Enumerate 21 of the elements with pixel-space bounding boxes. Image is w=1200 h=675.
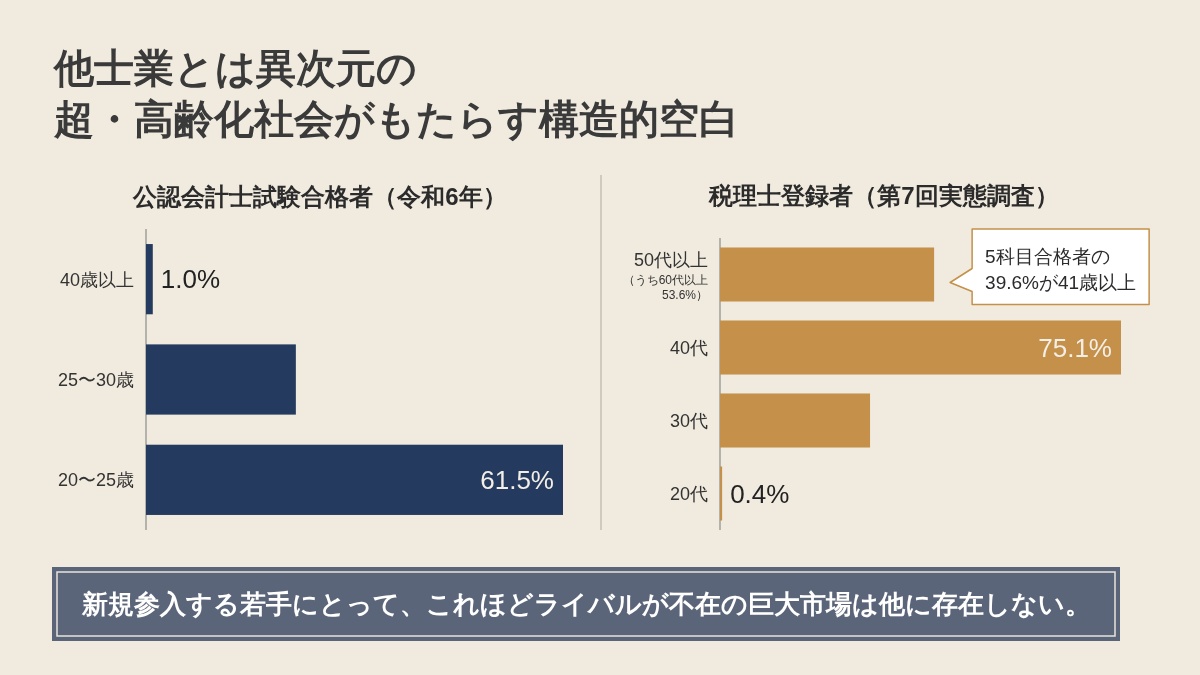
data-label: 75.1%: [1038, 332, 1112, 363]
y-tick-label: 40歳以上: [59, 269, 134, 290]
y-tick-label: 25〜30歳: [57, 370, 134, 390]
data-label: 0.4%: [730, 478, 790, 509]
text: 新規参入する若手にとって、これほどライバルが不在の巨大市場は他に存在しない。: [80, 589, 1091, 619]
y-tick-label: 20代: [669, 484, 708, 504]
bar: [720, 466, 723, 521]
bar: [720, 320, 1121, 375]
annotation: 5科目合格者の39.6%が41歳以上: [985, 245, 1137, 293]
y-tick-label: 30代: [669, 411, 708, 431]
data-label: 61.5%: [480, 464, 554, 495]
y-tick-label: 50代以上（うち60代以上53.6%）: [622, 250, 708, 302]
data-label: 1.0%: [160, 264, 221, 295]
chart-title: 税理士登録者（第7回実態調査）: [708, 182, 1059, 209]
y-tick-label: 40代: [669, 338, 708, 358]
y-tick-label: 20〜25歳: [57, 470, 134, 491]
chart-title: 公認会計士試験合格者（令和6年）: [132, 183, 507, 210]
bar: [720, 393, 871, 448]
text: 超・高齢化社会がもたらす構造的空白: [53, 97, 739, 142]
text: 他士業とは異次元の: [52, 46, 417, 90]
bar: [720, 247, 935, 302]
